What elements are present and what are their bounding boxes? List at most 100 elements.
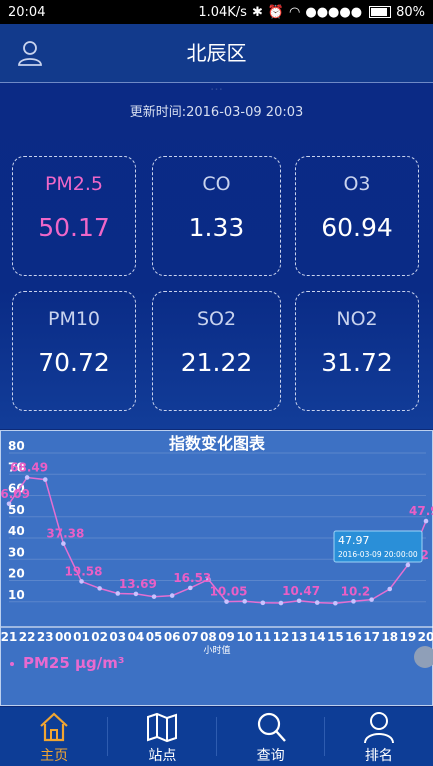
- pollutant-card-pm10[interactable]: PM10 70.72: [12, 291, 136, 411]
- map-icon: [147, 712, 178, 743]
- x-tick-label: 13: [291, 630, 308, 644]
- data-label: 47.97: [409, 504, 433, 518]
- pollutant-card-pm25[interactable]: PM2.5 50.17: [12, 156, 136, 276]
- x-tick-label: 14: [309, 630, 326, 644]
- battery-level: 80%: [396, 4, 425, 20]
- search-icon: [257, 712, 286, 742]
- data-point: [206, 577, 211, 582]
- nav-label: 站点: [148, 748, 177, 764]
- pollutant-name: PM10: [47, 308, 101, 330]
- update-time: 更新时间:2016-03-09 20:03: [129, 105, 304, 120]
- data-point: [405, 562, 411, 568]
- data-point: [224, 599, 229, 604]
- nav-item-home[interactable]: 主页: [0, 707, 109, 766]
- pollutant-name: PM2.5: [44, 173, 104, 195]
- page-title: 北辰区: [186, 41, 247, 65]
- series-line: [8, 476, 427, 604]
- nav-item-ranking[interactable]: 排名: [325, 707, 433, 766]
- data-point: [278, 600, 284, 606]
- data-point: [351, 599, 356, 604]
- data-label: 56.09: [1, 487, 30, 501]
- x-tick-label: 17: [363, 630, 380, 644]
- scrolled-text: …: [210, 79, 223, 94]
- pollutant-panel: … 更新时间:2016-03-09 20:03 PM2.5 50.17 CO 1…: [0, 79, 433, 429]
- data-point: [79, 579, 84, 584]
- signal-icon: ●●●●●: [305, 4, 363, 20]
- pollutant-card-o3[interactable]: O3 60.94: [295, 156, 419, 276]
- x-tick-label: 16: [345, 630, 362, 644]
- x-tick-label: 11: [254, 630, 271, 644]
- nav-label: 主页: [40, 748, 69, 764]
- bottom-nav: 主页 站点 查询 排名: [0, 707, 433, 766]
- pollutant-value: 1.33: [188, 213, 245, 242]
- data-point: [24, 475, 30, 480]
- data-point: [260, 600, 266, 606]
- pollutant-value: 60.94: [321, 213, 393, 242]
- data-label: 10.2: [341, 584, 371, 598]
- data-point: [133, 591, 139, 597]
- x-tick-label: 19: [400, 630, 417, 644]
- y-tick-label: 50: [8, 503, 25, 517]
- x-tick-label: 20: [418, 630, 433, 644]
- x-tick-label: 05: [146, 630, 163, 644]
- home-icon: [40, 712, 68, 742]
- status-time: 20:04: [8, 4, 46, 20]
- data-point: [169, 593, 175, 598]
- x-axis-label: 小时值: [203, 644, 230, 656]
- y-tick-label: 80: [8, 439, 25, 453]
- data-point: [314, 600, 320, 605]
- data-point: [369, 597, 374, 602]
- x-tick-label: 18: [381, 630, 398, 644]
- pollutant-name: SO2: [196, 308, 237, 330]
- pollutant-card-no2[interactable]: NO2 31.72: [295, 291, 419, 411]
- data-point: [387, 586, 393, 592]
- data-point: [296, 598, 302, 604]
- chart-title: 指数变化图表: [169, 434, 266, 453]
- data-label: 10.47: [282, 584, 320, 598]
- y-tick-label: 40: [8, 524, 25, 538]
- y-tick-label: 30: [8, 545, 25, 559]
- y-tick-label: 10: [8, 588, 25, 602]
- data-label: 37.38: [46, 527, 84, 541]
- pollutant-name: O3: [343, 173, 371, 195]
- y-tick-label: 60: [8, 482, 25, 496]
- x-tick-label: 22: [19, 630, 36, 644]
- data-label: 19.58: [65, 564, 103, 578]
- wifi-icon: ◠: [289, 4, 301, 20]
- legend-marker: [10, 662, 14, 666]
- nav-item-query[interactable]: 查询: [217, 707, 325, 766]
- data-label: 68.49: [10, 460, 48, 474]
- y-tick-label: 70: [8, 460, 25, 474]
- user-icon[interactable]: [16, 39, 44, 67]
- x-tick-label: 07: [182, 630, 199, 644]
- pollutant-value: 21.22: [180, 348, 253, 377]
- tooltip-time: 2016-03-09 20:00:00: [338, 550, 418, 559]
- line-chart[interactable]: 指数变化图表 10 20 30 40 50 60 70 80 21 22 23 00 01 02 03 04 05…: [1, 431, 433, 707]
- x-tick-label: 04: [128, 630, 145, 644]
- pollutant-value: 70.72: [38, 348, 110, 377]
- x-tick-label: 01: [73, 630, 90, 644]
- bluetooth-icon: ✱: [251, 4, 263, 20]
- data-label: 16.53: [173, 571, 211, 585]
- nav-item-stations[interactable]: 站点: [108, 707, 217, 766]
- pollutant-card-co[interactable]: CO 1.33: [152, 156, 281, 276]
- battery-icon: [369, 6, 392, 18]
- app-header: 北辰区: [0, 24, 433, 83]
- tooltip-box: [333, 530, 423, 563]
- index-chart[interactable]: 指数变化图表 10 20 30 40 50 60 70 80 21 22 23 00 01 02 03 04 05…: [0, 430, 433, 706]
- pollutant-card-so2[interactable]: SO2 21.22: [152, 291, 281, 411]
- scroll-handle: [414, 646, 433, 668]
- x-tick-label: 00: [55, 630, 72, 644]
- data-point: [333, 600, 338, 606]
- nav-label: 排名: [364, 748, 393, 764]
- x-tick-label: 23: [37, 630, 54, 644]
- x-tick-label: 08: [200, 630, 217, 644]
- data-point: [61, 541, 66, 546]
- data-label: 10.05: [210, 585, 248, 599]
- data-point: [97, 586, 102, 591]
- user-ranking-icon: [363, 712, 394, 744]
- x-tick-label: 15: [327, 630, 344, 644]
- pollutant-value: 31.72: [321, 348, 393, 377]
- tooltip-value: 47.97: [338, 534, 370, 547]
- status-indicators: 1.04K/s ✱ ⏰ ◠ ●●●●● 80%: [198, 5, 425, 20]
